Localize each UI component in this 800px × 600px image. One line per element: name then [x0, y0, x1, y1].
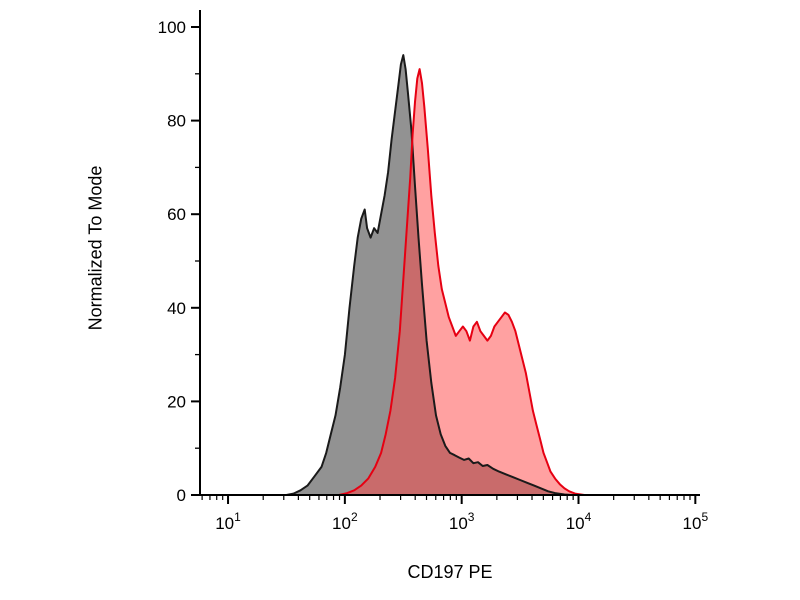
x-tick-label: 102 — [332, 510, 358, 533]
x-axis-title: CD197 PE — [407, 562, 493, 582]
y-tick-label: 0 — [177, 486, 186, 505]
y-tick-label: 40 — [167, 299, 186, 318]
x-tick-label: 104 — [566, 510, 592, 533]
unstained-control-area — [286, 55, 573, 495]
y-tick-label: 100 — [158, 18, 186, 37]
cd197-pe-stained-area — [339, 69, 585, 495]
cd197-pe-stained-curve — [338, 68, 585, 496]
x-tick-label: 103 — [449, 510, 475, 533]
y-tick-label: 80 — [167, 112, 186, 131]
x-tick-label: 101 — [215, 510, 241, 533]
unstained-control-curve — [286, 54, 573, 496]
x-tick-label: 105 — [683, 510, 709, 533]
y-tick-label: 60 — [167, 205, 186, 224]
y-axis-title: Normalized To Mode — [85, 165, 106, 331]
y-tick-label: 20 — [167, 392, 186, 411]
